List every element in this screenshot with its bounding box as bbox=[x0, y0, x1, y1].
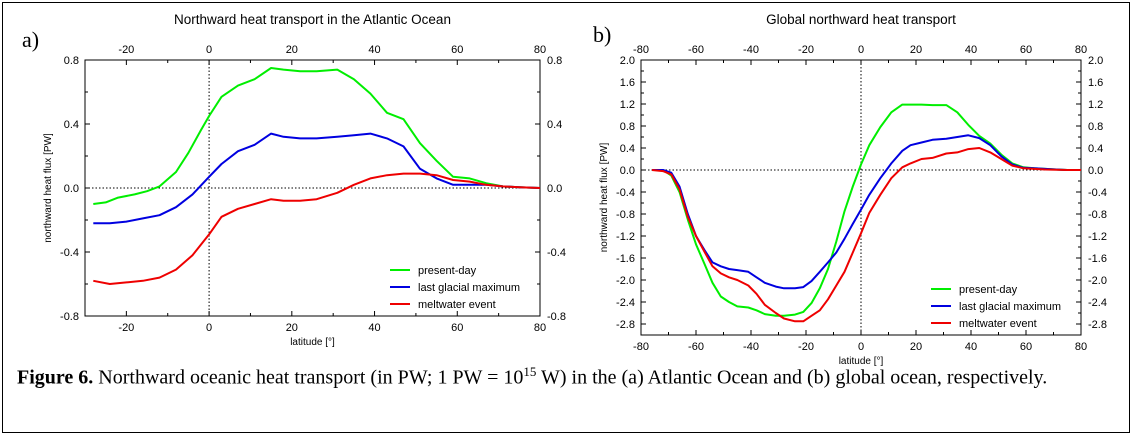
panel-a-chart: a) Northward heat transport in the Atlant… bbox=[22, 12, 566, 348]
x-tick-label-bottom: 40 bbox=[368, 322, 380, 334]
x-tick-label-bottom: 40 bbox=[965, 341, 977, 353]
y-tick-label-right: -0.4 bbox=[1088, 187, 1107, 199]
y-tick-label-left: 2.0 bbox=[620, 55, 635, 67]
x-tick-label-top: -80 bbox=[633, 44, 649, 56]
x-tick-label-top: 20 bbox=[286, 44, 298, 56]
caption-superscript: 15 bbox=[523, 364, 537, 379]
x-tick-label-top: -20 bbox=[798, 44, 814, 56]
x-axis-label: latitude [°] bbox=[839, 356, 884, 367]
y-tick-label-right: 1.2 bbox=[1088, 99, 1103, 111]
x-tick-label-top: 80 bbox=[1075, 44, 1087, 56]
series-line-last-glacial-maximum bbox=[652, 134, 1081, 290]
legend-label-last-glacial-maximum: last glacial maximum bbox=[959, 301, 1061, 313]
series-line-present-day bbox=[93, 67, 541, 205]
x-tick-label-bottom: 60 bbox=[451, 322, 463, 334]
y-tick-label-right: 0.0 bbox=[547, 183, 562, 195]
y-axis-label: northward heat flux [PW] bbox=[43, 133, 54, 243]
y-tick-label-right: -2.4 bbox=[1088, 297, 1107, 309]
y-tick-label-left: -1.2 bbox=[616, 231, 635, 243]
caption-text-2: W) in the (a) Atlantic Ocean and (b) glo… bbox=[536, 366, 1048, 389]
x-tick-label-top: 60 bbox=[1020, 44, 1032, 56]
y-tick-label-right: 0.4 bbox=[1088, 143, 1103, 155]
y-tick-label-right: 0.0 bbox=[1088, 165, 1103, 177]
caption-label: Figure 6. bbox=[17, 366, 94, 389]
x-tick-label-top: -60 bbox=[688, 44, 704, 56]
legend-label-meltwater-event: meltwater event bbox=[959, 318, 1037, 330]
legend-label-present-day: present-day bbox=[418, 265, 477, 277]
y-tick-label-left: 0.8 bbox=[64, 55, 79, 67]
y-tick-label-right: 0.8 bbox=[547, 55, 562, 67]
panel-label: a) bbox=[22, 27, 39, 52]
y-tick-label-left: -0.8 bbox=[616, 209, 635, 221]
y-tick-label-right: -0.8 bbox=[547, 311, 566, 323]
y-tick-label-right: 0.4 bbox=[547, 119, 562, 131]
y-tick-label-right: -2.0 bbox=[1088, 275, 1107, 287]
y-tick-label-left: 0.4 bbox=[620, 143, 635, 155]
panel-b-chart: b) Global northward heat transport -80 -80 -… bbox=[593, 12, 1107, 367]
legend-label-present-day: present-day bbox=[959, 284, 1018, 296]
x-tick-label-bottom: -60 bbox=[688, 341, 704, 353]
y-tick-label-left: -2.0 bbox=[616, 275, 635, 287]
y-tick-label-right: -1.2 bbox=[1088, 231, 1107, 243]
panel-label: b) bbox=[593, 22, 611, 47]
y-tick-label-left: 0.0 bbox=[620, 165, 635, 177]
y-tick-label-left: 0.4 bbox=[64, 119, 79, 131]
x-tick-label-bottom: 20 bbox=[910, 341, 922, 353]
y-tick-label-left: -2.8 bbox=[616, 319, 635, 331]
x-tick-label-bottom: 20 bbox=[286, 322, 298, 334]
series-line-meltwater-event bbox=[651, 147, 1081, 323]
legend-label-meltwater-event: meltwater event bbox=[418, 299, 496, 311]
y-tick-label-left: 1.6 bbox=[620, 77, 635, 89]
y-tick-label-right: 2.0 bbox=[1088, 55, 1103, 67]
x-tick-label-top: 40 bbox=[965, 44, 977, 56]
y-tick-label-left: -2.4 bbox=[616, 297, 635, 309]
x-tick-label-top: 0 bbox=[206, 44, 212, 56]
y-tick-label-right: 1.6 bbox=[1088, 77, 1103, 89]
y-tick-label-right: 0.8 bbox=[1088, 121, 1103, 133]
x-axis-label: latitude [°] bbox=[290, 337, 335, 348]
x-tick-label-top: -40 bbox=[743, 44, 759, 56]
y-tick-label-right: -0.8 bbox=[1088, 209, 1107, 221]
x-tick-label-bottom: -20 bbox=[118, 322, 134, 334]
x-tick-label-bottom: 0 bbox=[206, 322, 212, 334]
x-tick-label-bottom: -20 bbox=[798, 341, 814, 353]
x-tick-label-bottom: -40 bbox=[743, 341, 759, 353]
figure-caption: Figure 6. Northward oceanic heat transpo… bbox=[17, 358, 1117, 392]
x-tick-label-top: 40 bbox=[368, 44, 380, 56]
y-tick-label-right: -0.4 bbox=[547, 247, 566, 259]
y-tick-label-right: -1.6 bbox=[1088, 253, 1107, 265]
y-tick-label-left: 0.8 bbox=[620, 121, 635, 133]
y-tick-label-right: -2.8 bbox=[1088, 319, 1107, 331]
chart-title: Northward heat transport in the Atlantic… bbox=[174, 12, 451, 27]
y-tick-label-left: -0.4 bbox=[616, 187, 635, 199]
legend-label-last-glacial-maximum: last glacial maximum bbox=[418, 282, 520, 294]
y-axis-label: northward heat flux [PW] bbox=[599, 143, 610, 253]
y-tick-label-left: -1.6 bbox=[616, 253, 635, 265]
x-tick-label-top: 80 bbox=[534, 44, 546, 56]
caption-text-1: Northward oceanic heat transport (in PW;… bbox=[93, 366, 524, 389]
x-tick-label-top: 0 bbox=[858, 44, 864, 56]
y-tick-label-left: -0.8 bbox=[60, 311, 79, 323]
x-tick-label-top: -20 bbox=[118, 44, 134, 56]
series-line-last-glacial-maximum bbox=[93, 132, 541, 225]
x-tick-label-bottom: 0 bbox=[858, 341, 864, 353]
chart-title: Global northward heat transport bbox=[766, 12, 956, 27]
x-tick-label-bottom: 80 bbox=[1075, 341, 1087, 353]
y-tick-label-left: 0.0 bbox=[64, 183, 79, 195]
y-tick-label-left: 1.2 bbox=[620, 99, 635, 111]
x-tick-label-bottom: 60 bbox=[1020, 341, 1032, 353]
x-tick-label-top: 20 bbox=[910, 44, 922, 56]
series-line-meltwater-event bbox=[93, 172, 541, 285]
x-tick-label-bottom: -80 bbox=[633, 341, 649, 353]
x-tick-label-bottom: 80 bbox=[534, 322, 546, 334]
series-line-present-day bbox=[652, 103, 1081, 317]
y-tick-label-left: -0.4 bbox=[60, 247, 79, 259]
x-tick-label-top: 60 bbox=[451, 44, 463, 56]
